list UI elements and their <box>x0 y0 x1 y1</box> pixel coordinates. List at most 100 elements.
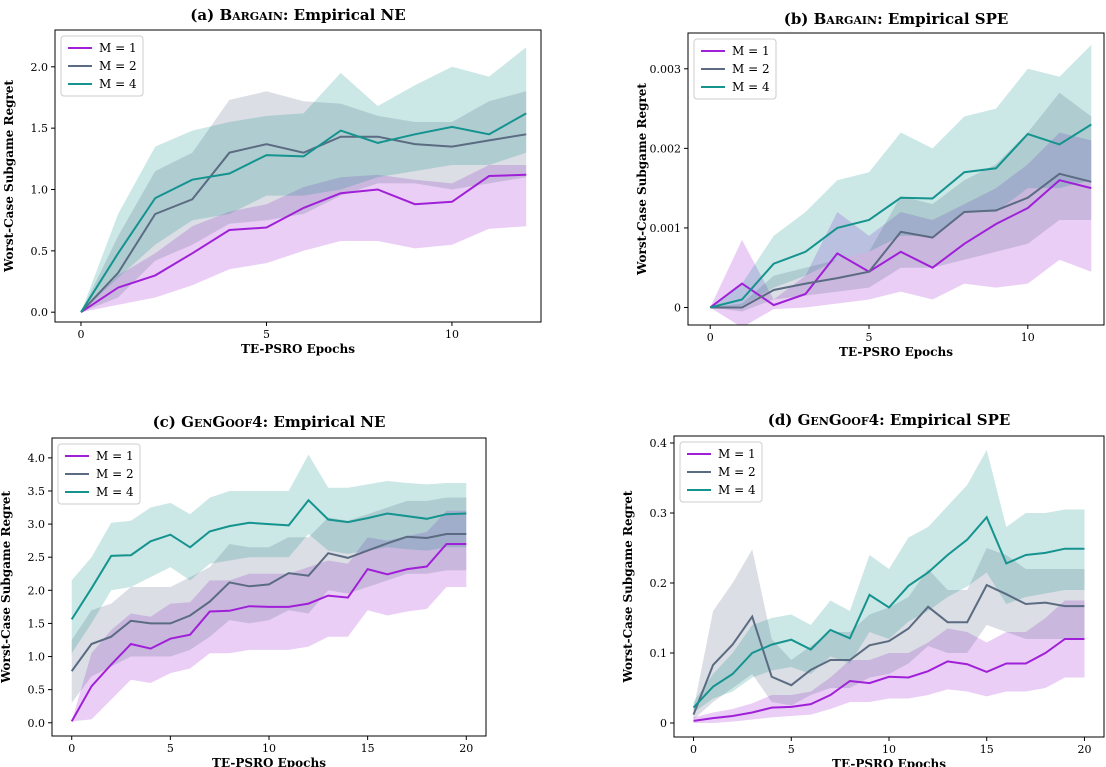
y-tick-label: 0.4 <box>650 437 668 450</box>
y-tick-label: 0.001 <box>650 222 682 235</box>
legend-label: M = 4 <box>96 485 134 499</box>
y-tick-label: 0.5 <box>28 684 46 697</box>
series-line-1 <box>709 179 1092 309</box>
y-tick-label: 3.0 <box>28 518 46 531</box>
legend-label: M = 4 <box>99 77 137 91</box>
legend-label: M = 4 <box>718 483 756 497</box>
x-tick-label: 10 <box>445 328 459 341</box>
series-line-2 <box>710 172 1092 309</box>
chart-panel-c: 0 5 10 15 20 0.0 0.5 1.0 1.5 2.0 2.5 3.0 3.5 4.0 TE-PS… <box>0 413 487 767</box>
legend-label: M = 4 <box>732 80 770 94</box>
y-axis-label: Worst-Case Subgame Regret <box>621 490 635 683</box>
x-tick-label: 10 <box>1021 331 1035 344</box>
y-axis-label: Worst-Case Subgame Regret <box>0 491 13 684</box>
y-tick-label: 0.003 <box>650 63 682 76</box>
series-line-2 <box>70 533 467 672</box>
y-tick-label: 0.1 <box>650 647 668 660</box>
y-tick-label: 3.5 <box>28 485 46 498</box>
series-line-2 <box>80 133 527 313</box>
legend-label: M = 2 <box>96 467 134 481</box>
confidence-band-1 <box>710 132 1092 325</box>
plot-area <box>709 44 1092 325</box>
x-tick-label: 20 <box>1077 743 1091 756</box>
plot-area <box>692 450 1085 723</box>
confidence-band-3 <box>710 44 1092 308</box>
legend-label: M = 2 <box>99 59 137 73</box>
confidence-band-2 <box>81 91 527 313</box>
y-tick-label: 1.0 <box>31 183 49 196</box>
x-tick-label: 0 <box>707 331 714 344</box>
x-tick-label: 0 <box>690 743 697 756</box>
plot-frame <box>54 29 542 323</box>
confidence-band-1 <box>693 600 1085 723</box>
x-axis-label: TE-PSRO Epochs <box>839 345 953 359</box>
chart-panel-b: 0 5 10 0 0.001 0.002 0.003 TE-PSRO Epochs Worst-… <box>635 10 1105 359</box>
plot-frame <box>687 32 1105 326</box>
x-tick-label: 5 <box>866 331 873 344</box>
y-axis-label: Worst-Case Subgame Regret <box>635 83 649 276</box>
series-line-1 <box>693 638 1085 722</box>
legend-box <box>60 35 144 97</box>
x-tick-label: 0 <box>68 742 75 755</box>
confidence-band-2 <box>693 548 1085 720</box>
confidence-band-2 <box>710 92 1092 312</box>
x-tick-label: 5 <box>263 328 270 341</box>
y-tick-label: 2.5 <box>28 551 46 564</box>
chart-title: (c) GenGoof4: Empirical NE <box>153 413 386 431</box>
series-line-3 <box>709 123 1092 309</box>
y-tick-label: 4.0 <box>28 452 46 465</box>
series-line-1 <box>80 173 527 314</box>
confidence-band-1 <box>71 510 467 722</box>
y-tick-label: 0 <box>674 301 681 314</box>
x-tick-label: 15 <box>361 742 375 755</box>
confidence-band-3 <box>81 47 527 313</box>
x-axis-label: TE-PSRO Epochs <box>212 756 326 767</box>
chart-panel-d: 0 5 10 15 20 0 0.1 0.2 0.3 0.4 TE-PSRO Epochs Worst… <box>621 411 1105 767</box>
legend: M = 1 M = 2 M = 4 <box>679 441 763 503</box>
x-tick-label: 5 <box>167 742 174 755</box>
confidence-band-3 <box>71 454 467 654</box>
legend-label: M = 2 <box>718 465 756 479</box>
legend: M = 1 M = 2 M = 4 <box>57 443 141 505</box>
y-tick-label: 1.0 <box>28 651 46 664</box>
y-tick-label: 0.0 <box>28 717 46 730</box>
y-tick-label: 0.002 <box>650 142 682 155</box>
y-tick-label: 0.5 <box>31 245 49 258</box>
series-line-3 <box>70 498 467 620</box>
y-tick-label: 2.0 <box>31 61 49 74</box>
x-axis-label: TE-PSRO Epochs <box>832 757 946 767</box>
plot-area <box>80 47 527 314</box>
legend-label: M = 2 <box>732 62 770 76</box>
series-line-2 <box>692 583 1085 715</box>
series-line-3 <box>692 515 1085 709</box>
chart-title: (b) Bargain: Empirical SPE <box>784 10 1009 28</box>
chart-panel-a: 0 5 10 0.0 0.5 1.0 1.5 2.0 TE-PSRO Epochs Worst-C… <box>2 6 542 356</box>
x-axis-label: TE-PSRO Epochs <box>241 342 355 356</box>
plot-area <box>70 454 467 722</box>
series-line-3 <box>80 112 527 313</box>
confidence-band-1 <box>81 165 527 313</box>
x-tick-label: 15 <box>980 743 994 756</box>
chart-title: (d) GenGoof4: Empirical SPE <box>768 411 1011 429</box>
legend: M = 1 M = 2 M = 4 <box>60 35 144 97</box>
legend-box <box>693 38 777 100</box>
legend-label: M = 1 <box>718 447 756 461</box>
legend-label: M = 1 <box>99 41 137 55</box>
y-tick-label: 0 <box>660 717 667 730</box>
legend-box <box>57 443 141 505</box>
x-tick-label: 20 <box>459 742 473 755</box>
y-tick-label: 0.0 <box>31 306 49 319</box>
legend-label: M = 1 <box>732 44 770 58</box>
legend: M = 1 M = 2 M = 4 <box>693 38 777 100</box>
series-line-1 <box>70 543 467 722</box>
x-tick-label: 10 <box>262 742 276 755</box>
chart-title: (a) Bargain: Empirical NE <box>190 6 405 24</box>
legend-label: M = 1 <box>96 449 134 463</box>
legend-box <box>679 441 763 503</box>
y-axis-label: Worst-Case Subgame Regret <box>2 80 16 273</box>
y-tick-label: 1.5 <box>31 122 49 135</box>
y-tick-label: 0.2 <box>650 577 668 590</box>
y-tick-label: 0.3 <box>650 507 668 520</box>
x-tick-label: 5 <box>788 743 795 756</box>
